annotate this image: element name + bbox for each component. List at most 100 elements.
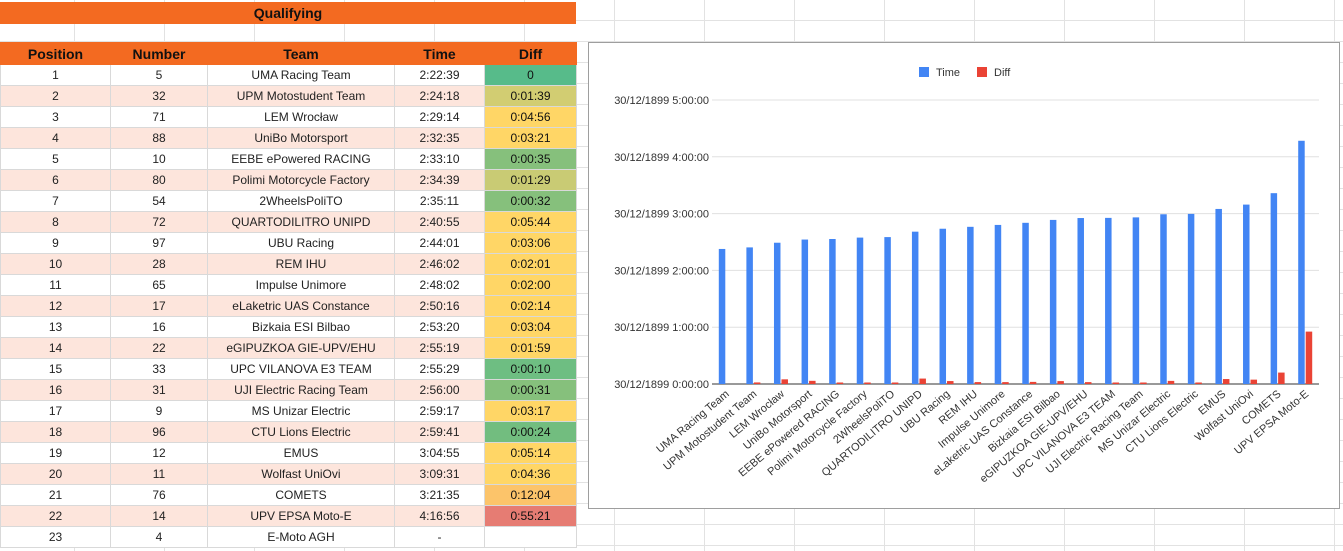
header-diff[interactable]: Diff — [484, 42, 577, 65]
cell-team[interactable]: QUARTODILITRO UNIPD — [207, 211, 395, 233]
cell-team[interactable]: Polimi Motorcycle Factory — [207, 169, 395, 191]
cell-time[interactable]: 2:59:41 — [394, 421, 485, 443]
cell-position[interactable]: 4 — [0, 127, 111, 149]
cell-time[interactable]: 2:40:55 — [394, 211, 485, 233]
cell-number[interactable]: 65 — [110, 274, 208, 296]
cell-time[interactable]: - — [394, 526, 485, 548]
cell-number[interactable]: 22 — [110, 337, 208, 359]
cell-position[interactable]: 6 — [0, 169, 111, 191]
cell-diff[interactable]: 0:02:14 — [484, 295, 577, 317]
cell-time[interactable]: 2:32:35 — [394, 127, 485, 149]
cell-team[interactable]: eLaketric UAS Constance — [207, 295, 395, 317]
cell-diff[interactable]: 0:03:17 — [484, 400, 577, 422]
cell-time[interactable]: 2:50:16 — [394, 295, 485, 317]
cell-time[interactable]: 2:33:10 — [394, 148, 485, 170]
cell-diff[interactable]: 0:05:14 — [484, 442, 577, 464]
cell-time[interactable]: 2:34:39 — [394, 169, 485, 191]
header-time[interactable]: Time — [394, 42, 485, 65]
cell-time[interactable]: 4:16:56 — [394, 505, 485, 527]
cell-team[interactable]: UPV EPSA Moto-E — [207, 505, 395, 527]
cell-time[interactable]: 2:24:18 — [394, 85, 485, 107]
cell-position[interactable]: 8 — [0, 211, 111, 233]
cell-position[interactable]: 22 — [0, 505, 111, 527]
cell-position[interactable]: 3 — [0, 106, 111, 128]
cell-diff[interactable]: 0:02:01 — [484, 253, 577, 275]
cell-time[interactable]: 2:35:11 — [394, 190, 485, 212]
cell-team[interactable]: EEBE ePowered RACING — [207, 148, 395, 170]
cell-diff[interactable]: 0:02:00 — [484, 274, 577, 296]
cell-number[interactable]: 14 — [110, 505, 208, 527]
cell-team[interactable]: REM IHU — [207, 253, 395, 275]
cell-position[interactable]: 5 — [0, 148, 111, 170]
cell-diff[interactable]: 0:00:31 — [484, 379, 577, 401]
cell-time[interactable]: 2:22:39 — [394, 64, 485, 86]
cell-diff[interactable]: 0:05:44 — [484, 211, 577, 233]
cell-time[interactable]: 2:48:02 — [394, 274, 485, 296]
cell-number[interactable]: 4 — [110, 526, 208, 548]
cell-team[interactable]: 2WheelsPoliTO — [207, 190, 395, 212]
cell-position[interactable]: 11 — [0, 274, 111, 296]
cell-number[interactable]: 10 — [110, 148, 208, 170]
cell-team[interactable]: UPC VILANOVA E3 TEAM — [207, 358, 395, 380]
cell-time[interactable]: 2:59:17 — [394, 400, 485, 422]
cell-team[interactable]: COMETS — [207, 484, 395, 506]
header-position[interactable]: Position — [0, 42, 111, 65]
cell-position[interactable]: 19 — [0, 442, 111, 464]
cell-time[interactable]: 2:53:20 — [394, 316, 485, 338]
cell-team[interactable]: Bizkaia ESI Bilbao — [207, 316, 395, 338]
cell-number[interactable]: 9 — [110, 400, 208, 422]
cell-team[interactable]: UBU Racing — [207, 232, 395, 254]
cell-position[interactable]: 12 — [0, 295, 111, 317]
cell-time[interactable]: 3:09:31 — [394, 463, 485, 485]
cell-diff[interactable]: 0:03:21 — [484, 127, 577, 149]
qualifying-chart[interactable]: 30/12/1899 0:00:00 30/12/1899 1:00:00 30/1… — [588, 42, 1340, 509]
cell-position[interactable]: 18 — [0, 421, 111, 443]
cell-number[interactable]: 54 — [110, 190, 208, 212]
cell-number[interactable]: 31 — [110, 379, 208, 401]
cell-time[interactable]: 2:55:29 — [394, 358, 485, 380]
cell-diff[interactable]: 0:04:36 — [484, 463, 577, 485]
cell-position[interactable]: 20 — [0, 463, 111, 485]
cell-number[interactable]: 16 — [110, 316, 208, 338]
cell-time[interactable]: 2:55:19 — [394, 337, 485, 359]
cell-position[interactable]: 14 — [0, 337, 111, 359]
cell-diff[interactable]: 0:00:35 — [484, 148, 577, 170]
cell-number[interactable]: 80 — [110, 169, 208, 191]
cell-diff[interactable] — [484, 526, 577, 548]
cell-diff[interactable]: 0:12:04 — [484, 484, 577, 506]
cell-number[interactable]: 72 — [110, 211, 208, 233]
cell-position[interactable]: 2 — [0, 85, 111, 107]
cell-diff[interactable]: 0:03:06 — [484, 232, 577, 254]
cell-diff[interactable]: 0:01:29 — [484, 169, 577, 191]
cell-diff[interactable]: 0 — [484, 64, 577, 86]
cell-team[interactable]: MS Unizar Electric — [207, 400, 395, 422]
cell-number[interactable]: 33 — [110, 358, 208, 380]
cell-position[interactable]: 13 — [0, 316, 111, 338]
cell-position[interactable]: 10 — [0, 253, 111, 275]
header-team[interactable]: Team — [207, 42, 395, 65]
cell-number[interactable]: 97 — [110, 232, 208, 254]
cell-diff[interactable]: 0:03:04 — [484, 316, 577, 338]
cell-number[interactable]: 12 — [110, 442, 208, 464]
header-number[interactable]: Number — [110, 42, 208, 65]
cell-team[interactable]: UMA Racing Team — [207, 64, 395, 86]
cell-number[interactable]: 11 — [110, 463, 208, 485]
cell-position[interactable]: 17 — [0, 400, 111, 422]
cell-team[interactable]: LEM Wrocław — [207, 106, 395, 128]
cell-time[interactable]: 3:21:35 — [394, 484, 485, 506]
cell-number[interactable]: 28 — [110, 253, 208, 275]
cell-diff[interactable]: 0:55:21 — [484, 505, 577, 527]
cell-team[interactable]: Impulse Unimore — [207, 274, 395, 296]
cell-team[interactable]: CTU Lions Electric — [207, 421, 395, 443]
cell-time[interactable]: 2:44:01 — [394, 232, 485, 254]
cell-team[interactable]: UniBo Motorsport — [207, 127, 395, 149]
cell-team[interactable]: eGIPUZKOA GIE-UPV/EHU — [207, 337, 395, 359]
cell-team[interactable]: E-Moto AGH — [207, 526, 395, 548]
cell-diff[interactable]: 0:00:32 — [484, 190, 577, 212]
cell-time[interactable]: 2:46:02 — [394, 253, 485, 275]
cell-position[interactable]: 9 — [0, 232, 111, 254]
cell-time[interactable]: 2:56:00 — [394, 379, 485, 401]
cell-position[interactable]: 15 — [0, 358, 111, 380]
cell-diff[interactable]: 0:00:24 — [484, 421, 577, 443]
cell-team[interactable]: UJI Electric Racing Team — [207, 379, 395, 401]
